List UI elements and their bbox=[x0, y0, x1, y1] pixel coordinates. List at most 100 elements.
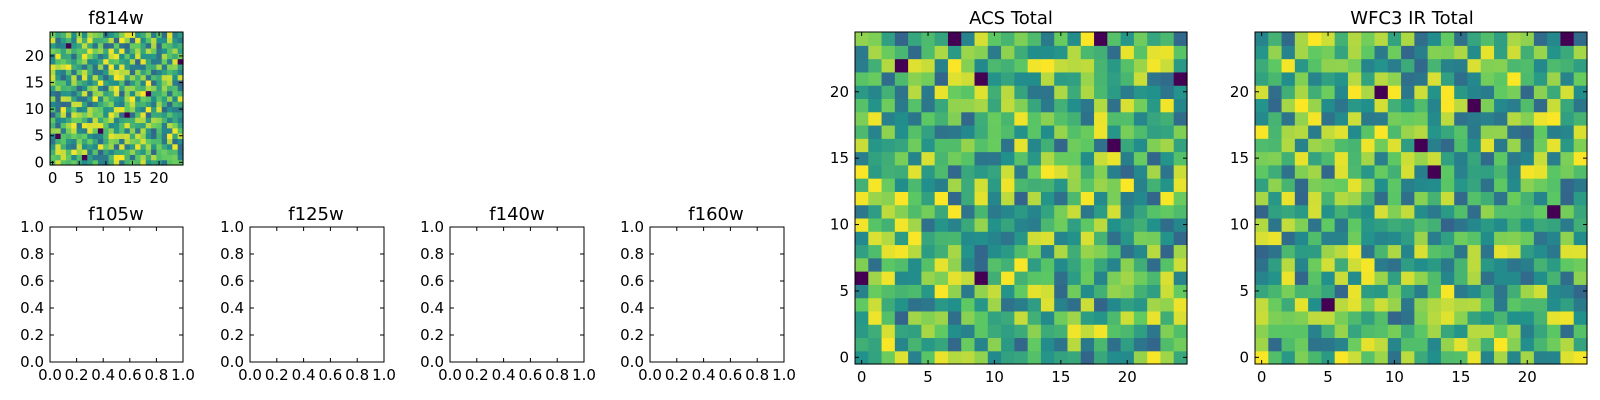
heatmap-cell bbox=[1560, 164, 1575, 179]
heatmap-cell bbox=[65, 90, 72, 97]
heatmap-cell bbox=[1520, 191, 1535, 206]
heatmap-cell bbox=[1414, 71, 1429, 86]
heatmap-cell bbox=[81, 32, 88, 38]
heatmap-cell bbox=[1294, 191, 1309, 206]
heatmap-cell bbox=[934, 310, 949, 325]
heatmap-cell bbox=[987, 350, 1002, 365]
x-tick-label: 0 bbox=[857, 368, 867, 386]
y-tick-label: 1.0 bbox=[620, 218, 644, 236]
heatmap-cell bbox=[103, 58, 110, 65]
heatmap-cell bbox=[1374, 284, 1389, 299]
heatmap-cell bbox=[113, 143, 120, 150]
heatmap-cell bbox=[108, 154, 115, 161]
heatmap-cell bbox=[947, 178, 962, 192]
heatmap-cell bbox=[60, 111, 67, 118]
heatmap-cell bbox=[1001, 244, 1015, 259]
heatmap-cell bbox=[894, 124, 909, 139]
heatmap-cell bbox=[156, 117, 163, 124]
axis-ticks: 0.0 0.2 0.4 0.6 0.8 1.00.00.20.40.60.81.0 bbox=[620, 218, 796, 384]
heatmap-cell bbox=[108, 37, 115, 44]
heatmap-cell bbox=[1294, 138, 1309, 153]
heatmap-cell bbox=[908, 124, 922, 139]
heatmap-cell bbox=[1133, 204, 1148, 219]
x-tick-label: 0.0 bbox=[638, 366, 662, 384]
heatmap-cell bbox=[124, 53, 131, 60]
heatmap-cell bbox=[1533, 271, 1548, 285]
x-tick-label: 1.0 bbox=[572, 366, 596, 384]
heatmap-cell bbox=[1547, 151, 1562, 166]
heatmap-cell bbox=[1533, 111, 1548, 126]
axes-frame bbox=[249, 226, 385, 363]
heatmap-cell bbox=[76, 90, 83, 97]
heatmap-cell bbox=[1054, 178, 1069, 192]
heatmap-cell bbox=[1454, 85, 1469, 99]
heatmap-cell bbox=[1414, 350, 1429, 365]
heatmap-cell bbox=[92, 47, 99, 54]
heatmap-cell bbox=[987, 98, 1002, 113]
heatmap-cell bbox=[50, 90, 56, 97]
heatmap-cell bbox=[172, 32, 179, 38]
heatmap-cell bbox=[97, 149, 104, 155]
heatmap-cell bbox=[161, 159, 168, 166]
heatmap-cell bbox=[1507, 231, 1522, 246]
heatmap-cell bbox=[908, 111, 922, 126]
x-tick-label: 0.4 bbox=[91, 366, 115, 384]
heatmap-cell bbox=[1334, 138, 1349, 153]
heatmap-cell bbox=[1361, 45, 1376, 60]
heatmap-cell bbox=[124, 159, 131, 166]
heatmap-cell bbox=[119, 63, 126, 70]
heatmap-cell bbox=[1533, 71, 1548, 86]
heatmap-cell bbox=[1387, 350, 1402, 365]
y-tick-label: 0.4 bbox=[220, 299, 244, 317]
heatmap-cell bbox=[1160, 204, 1175, 219]
heatmap-cell bbox=[947, 191, 962, 206]
heatmap-cell bbox=[1308, 58, 1322, 73]
heatmap-cell bbox=[55, 101, 62, 108]
heatmap-cell bbox=[881, 297, 896, 312]
y-tick-label: 5 bbox=[1239, 282, 1249, 300]
heatmap-cell bbox=[1255, 58, 1269, 73]
heatmap-cell bbox=[1533, 350, 1548, 365]
axis-ticks: 0.0 0.2 0.4 0.6 0.8 1.00.00.20.40.60.81.0 bbox=[420, 218, 596, 384]
heatmap-cell bbox=[1427, 231, 1442, 246]
heatmap-cell bbox=[1560, 191, 1575, 206]
heatmap-cell bbox=[140, 37, 147, 44]
heatmap-cell bbox=[1173, 45, 1188, 60]
heatmap-cell bbox=[161, 122, 168, 129]
heatmap-cell bbox=[1387, 124, 1402, 139]
heatmap-cell bbox=[1133, 164, 1148, 179]
heatmap-cell bbox=[1160, 45, 1175, 60]
heatmap-cell bbox=[1494, 310, 1508, 325]
heatmap-cell bbox=[124, 111, 131, 118]
heatmap-cell bbox=[1001, 284, 1015, 299]
heatmap-cell bbox=[124, 127, 131, 134]
heatmap-cell bbox=[119, 101, 126, 108]
heatmap-cell bbox=[92, 32, 99, 38]
heatmap-cell bbox=[1414, 337, 1429, 352]
heatmap-cell bbox=[1334, 284, 1349, 299]
heatmap-cell bbox=[76, 101, 83, 108]
x-tick-label: 10 bbox=[96, 169, 115, 187]
heatmap-cell bbox=[50, 127, 56, 134]
heatmap-cell bbox=[60, 63, 67, 70]
heatmap-cell bbox=[1001, 337, 1015, 352]
heatmap-cell bbox=[81, 90, 88, 97]
heatmap-cell bbox=[1560, 178, 1575, 192]
heatmap-cell bbox=[1027, 297, 1042, 312]
heatmap-cell bbox=[1334, 58, 1349, 73]
heatmap-cell bbox=[81, 58, 88, 65]
heatmap-cell bbox=[1308, 271, 1322, 285]
heatmap-cell bbox=[921, 297, 936, 312]
heatmap-cell bbox=[55, 149, 62, 155]
heatmap-cell bbox=[161, 69, 168, 76]
heatmap-cell bbox=[1334, 32, 1349, 46]
heatmap-cell bbox=[1014, 350, 1029, 365]
heatmap-cell bbox=[1107, 58, 1122, 73]
heatmap-cell bbox=[1533, 324, 1548, 339]
heatmap-cell bbox=[1027, 244, 1042, 259]
heatmap-cell bbox=[934, 85, 949, 99]
heatmap-cell bbox=[1080, 350, 1095, 365]
heatmap-cell bbox=[135, 32, 142, 38]
heatmap-cell bbox=[140, 117, 147, 124]
heatmap-cell bbox=[1547, 217, 1562, 232]
